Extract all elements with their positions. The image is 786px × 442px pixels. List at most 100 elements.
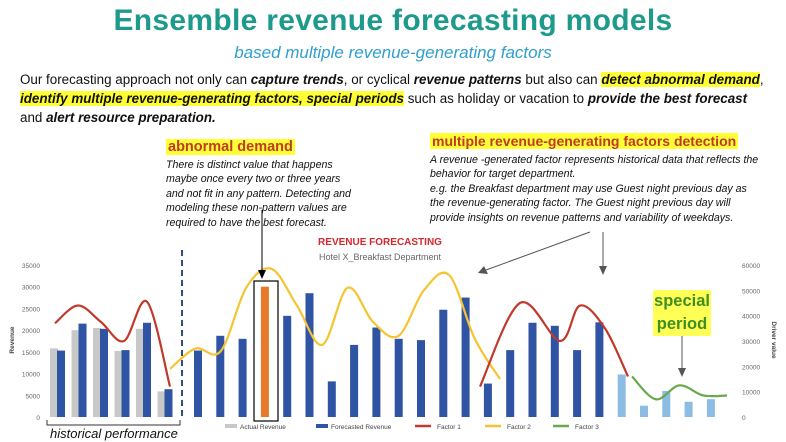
abnormal-demand-line: and not fit in any pattern. Detecting an… [166,187,351,200]
historical-bracket [46,420,181,426]
abnormal-demand-heading: abnormal demand [166,139,295,155]
legend-label: Factor 1 [437,424,461,431]
special-arrow-head [678,368,686,377]
y-tick-label: 15000 [22,350,40,357]
y2-tick-label: 20000 [742,364,760,371]
historical-performance-label: historical performance [50,426,178,441]
actual-bar [114,350,123,417]
intro-emphasis: provide the best forecast [587,91,748,106]
actual-bar [71,330,80,417]
special-period-label: special period [653,290,711,336]
legend-swatch [316,424,328,428]
intro-highlight: detect abnormal demand [601,72,760,87]
factors-arrow-head-2 [599,266,607,275]
abnormal-highlight-box [253,280,279,422]
intro-text: Our forecasting approach not only can [20,72,251,87]
page-title: Ensemble revenue forecasting models [113,4,673,37]
forecast-bar [305,293,314,417]
forecast-bar [121,350,130,417]
legend-label: Factor 3 [575,424,599,431]
abnormal-demand-line: modeling these non-pattern values are [166,202,347,215]
intro-emphasis: capture trends [250,72,344,87]
legend-label: Actual Revenue [240,424,286,431]
y-axis-label: Revenue [9,326,16,353]
abnormal-demand-text: There is distinct value that happens may… [166,158,406,230]
intro-text: , [759,72,764,87]
y2-tick-label: 50000 [742,288,760,295]
forecast-bar [595,322,604,417]
forecast-bar [506,350,515,417]
factor2-line [169,267,501,380]
abnormal-demand-line: There is distinct value that happens [166,159,333,171]
forecast-bar [164,389,173,417]
forecast-bar [394,338,403,417]
actual-bar [136,328,144,417]
factors-heading: multiple revenue-generating factors dete… [430,133,739,149]
forecast-bar [57,350,65,417]
forecast-bar [260,286,269,417]
y-tick-label: 30000 [22,285,40,292]
forecast-bar [573,350,582,417]
legend-label: Forecasted Revenue [331,424,392,431]
chart-subtitle: Hotel X_Breakfast Department [319,252,442,262]
forecast-bar [439,309,448,417]
actual-bar [93,327,101,417]
factors-line: behavior for target department. [430,168,576,181]
intro-text: and [20,110,47,125]
y2-tick-label: 60000 [742,263,760,270]
forecast-bar [238,338,247,417]
y2-tick-label: 30000 [742,339,760,346]
intro-text: but also can [521,72,602,87]
y2-tick-label: 40000 [742,314,760,321]
abnormal-demand-line: maybe once every two or three years [166,173,341,186]
factors-line: e.g. the Breakfast department may use Gu… [430,182,747,195]
intro-text: such as holiday or vacation to [403,91,588,106]
intro-emphasis: alert resource preparation. [46,110,216,125]
intro-paragraph: Our forecasting approach not only can ca… [20,70,770,127]
legend-swatch [225,424,237,428]
legend-label: Factor 2 [507,424,531,431]
forecast-bar [528,322,537,417]
y-tick-label: 0 [36,415,40,422]
y2-axis-label: Driver value [770,321,777,359]
factor3-line [631,375,728,401]
forecast-bar [684,401,693,417]
actual-bar [50,348,58,417]
factors-line: A revenue -generated factor represents h… [430,154,759,166]
y-tick-label: 5000 [26,393,41,400]
abnormal-demand-line: required to have the best forecast. [166,216,327,229]
factors-line: the revenue-generating factor. The Guest… [430,197,731,210]
forecast-bar [143,322,151,417]
forecast-bar [483,383,492,417]
forecast-bar [417,340,425,417]
factor1-line-forecast [479,301,629,388]
forecast-bar [461,297,470,417]
y-tick-label: 35000 [22,263,40,270]
intro-highlight: identify multiple revenue-generating fac… [20,91,404,106]
y-tick-label: 10000 [22,372,40,379]
forecast-bar [640,405,648,417]
forecast-bar [706,399,715,417]
y-tick-label: 25000 [22,306,40,313]
factors-arrow-line-1 [485,231,591,271]
forecast-bar [662,390,671,417]
forecast-bar [350,344,359,417]
factors-annotation: multiple revenue-generating factors dete… [430,133,780,225]
factor1-line [54,299,172,387]
y2-tick-label: 0 [742,415,746,422]
forecast-bar [216,335,225,417]
forecast-bar [100,328,108,417]
y-tick-label: 20000 [22,328,40,335]
forecast-bar [550,325,559,417]
chart-title: REVENUE FORECASTING [318,237,442,248]
forecast-bar [194,350,202,417]
forecast-bar [617,374,626,417]
abnormal-demand-annotation: abnormal demand There is distinct value … [166,138,406,230]
forecast-bar [78,323,87,417]
actual-bar [157,391,166,417]
abnormal-arrow-head [258,270,266,279]
forecast-bar [372,327,381,417]
intro-emphasis: revenue patterns [413,72,522,87]
intro-text: , or cyclical [343,72,414,87]
